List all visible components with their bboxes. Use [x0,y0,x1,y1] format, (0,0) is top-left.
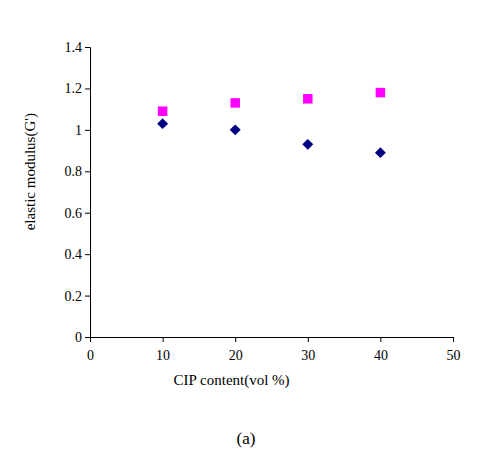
tick-label: 50 [447,348,461,363]
tick-label: 10 [156,348,170,363]
tick: 0 [75,330,90,345]
point [157,118,168,129]
tick: 20 [229,337,243,363]
tick: 30 [301,337,315,363]
tick-label: 0 [75,330,82,345]
tick: 1 [75,123,90,138]
tick-mark [85,47,90,48]
y-axis-title: elastic modulus(G') [22,113,39,230]
tick-label: 0.8 [65,164,83,179]
tick: 50 [447,337,461,363]
tick: 40 [374,337,388,363]
tick-mark [308,337,309,342]
axis-line [85,48,91,338]
tick-label: 1.2 [65,81,83,96]
tick: 1.4 [65,40,91,55]
tick-mark [235,337,236,342]
point [303,94,312,103]
tick-mark [380,337,381,342]
tick: 10 [156,337,170,363]
tick-mark [453,337,454,342]
point [376,88,385,97]
tick: 0.4 [65,247,91,262]
point [230,124,241,135]
point [230,98,239,107]
tick-mark [85,337,90,338]
tick-mark [85,130,90,131]
tick-mark [85,213,90,214]
points [157,88,386,158]
tick-mark [85,296,90,297]
point [375,147,386,158]
tick: 0.8 [65,164,91,179]
axis-line [91,338,454,343]
y-axis: 0 0.2 0.4 0.6 0.8 1 1.2 1.4 [65,40,91,345]
plot: 0 10 20 30 40 50 0 0.2 0.4 0.6 0.8 1 1.2 1.4 [65,40,461,363]
point [302,139,313,150]
tick-label: 0.2 [65,289,83,304]
tick-label: 0.4 [65,247,83,262]
caption: (a) [237,429,256,448]
chart: 0 10 20 30 40 50 0 0.2 0.4 0.6 0.8 1 1.2 1.4 CIP conte… [0,0,492,464]
tick-label: 40 [374,348,388,363]
point [158,106,167,115]
tick-label: 30 [301,348,315,363]
tick-mark [85,171,90,172]
x-axis: 0 10 20 30 40 50 [87,337,461,363]
tick-label: 0 [87,348,94,363]
tick-label: 1 [75,123,82,138]
x-axis-title: CIP content(vol %) [174,372,290,389]
tick: 1.2 [65,81,91,96]
tick: 0 [87,337,94,363]
tick-mark [85,254,90,255]
tick-label: 20 [229,348,243,363]
tick-mark [85,88,90,89]
tick-label: 0.6 [65,206,83,221]
tick-mark [163,337,164,342]
tick: 0.6 [65,206,91,221]
tick-label: 1.4 [65,40,83,55]
tick: 0.2 [65,289,91,304]
